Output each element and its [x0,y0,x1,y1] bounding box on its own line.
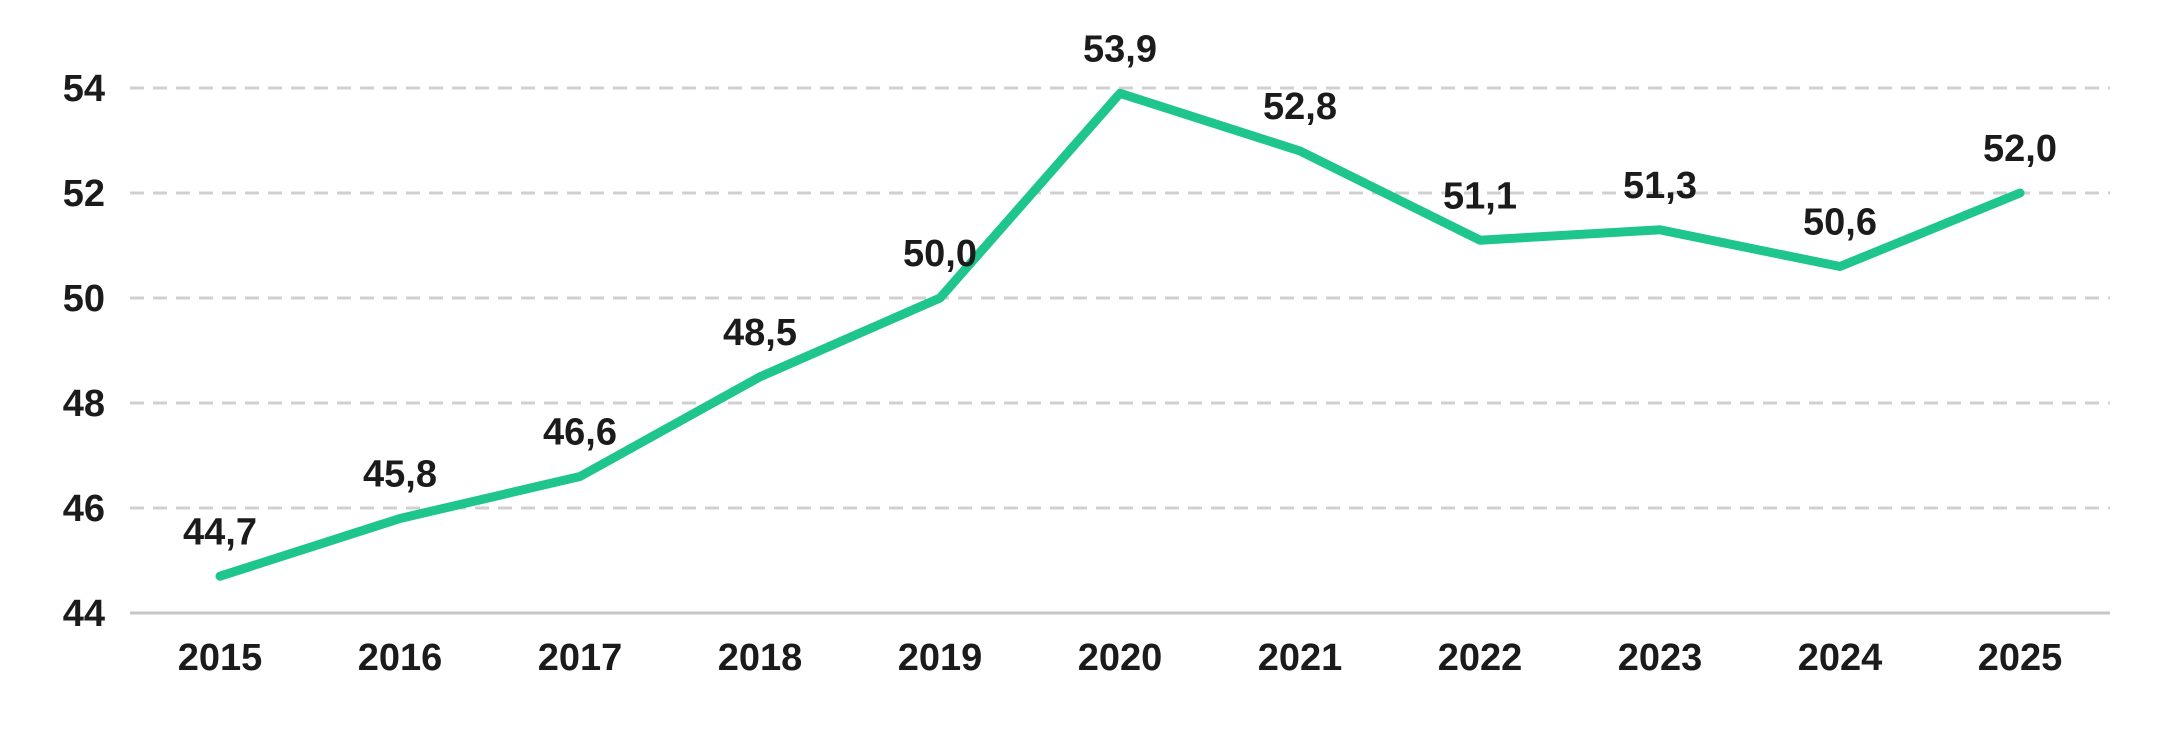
y-tick-label: 48 [63,383,105,425]
data-label: 53,9 [1083,28,1157,70]
data-label: 50,0 [903,233,977,275]
data-label: 51,1 [1443,175,1517,217]
x-tick-label: 2018 [718,637,803,679]
data-label: 48,5 [723,312,797,354]
data-label: 51,3 [1623,165,1697,207]
y-tick-label: 54 [63,68,105,110]
x-tick-label: 2024 [1798,637,1883,679]
y-tick-label: 44 [63,593,105,635]
data-label: 44,7 [183,511,257,553]
x-tick-label: 2020 [1078,637,1163,679]
data-label: 45,8 [363,454,437,496]
y-tick-label: 52 [63,173,105,215]
y-tick-label: 50 [63,278,105,320]
x-tick-label: 2025 [1978,637,2063,679]
x-tick-label: 2017 [538,637,623,679]
x-tick-label: 2022 [1438,637,1523,679]
x-tick-label: 2019 [898,637,983,679]
series-line [215,88,2025,581]
x-tick-label: 2021 [1258,637,1343,679]
data-label: 52,0 [1983,128,2057,170]
x-tick-label: 2023 [1618,637,1703,679]
x-tick-label: 2016 [358,637,443,679]
data-label: 52,8 [1263,86,1337,128]
x-tick-label: 2015 [178,637,263,679]
data-label: 46,6 [543,412,617,454]
data-label: 50,6 [1803,202,1877,244]
y-tick-label: 46 [63,488,105,530]
